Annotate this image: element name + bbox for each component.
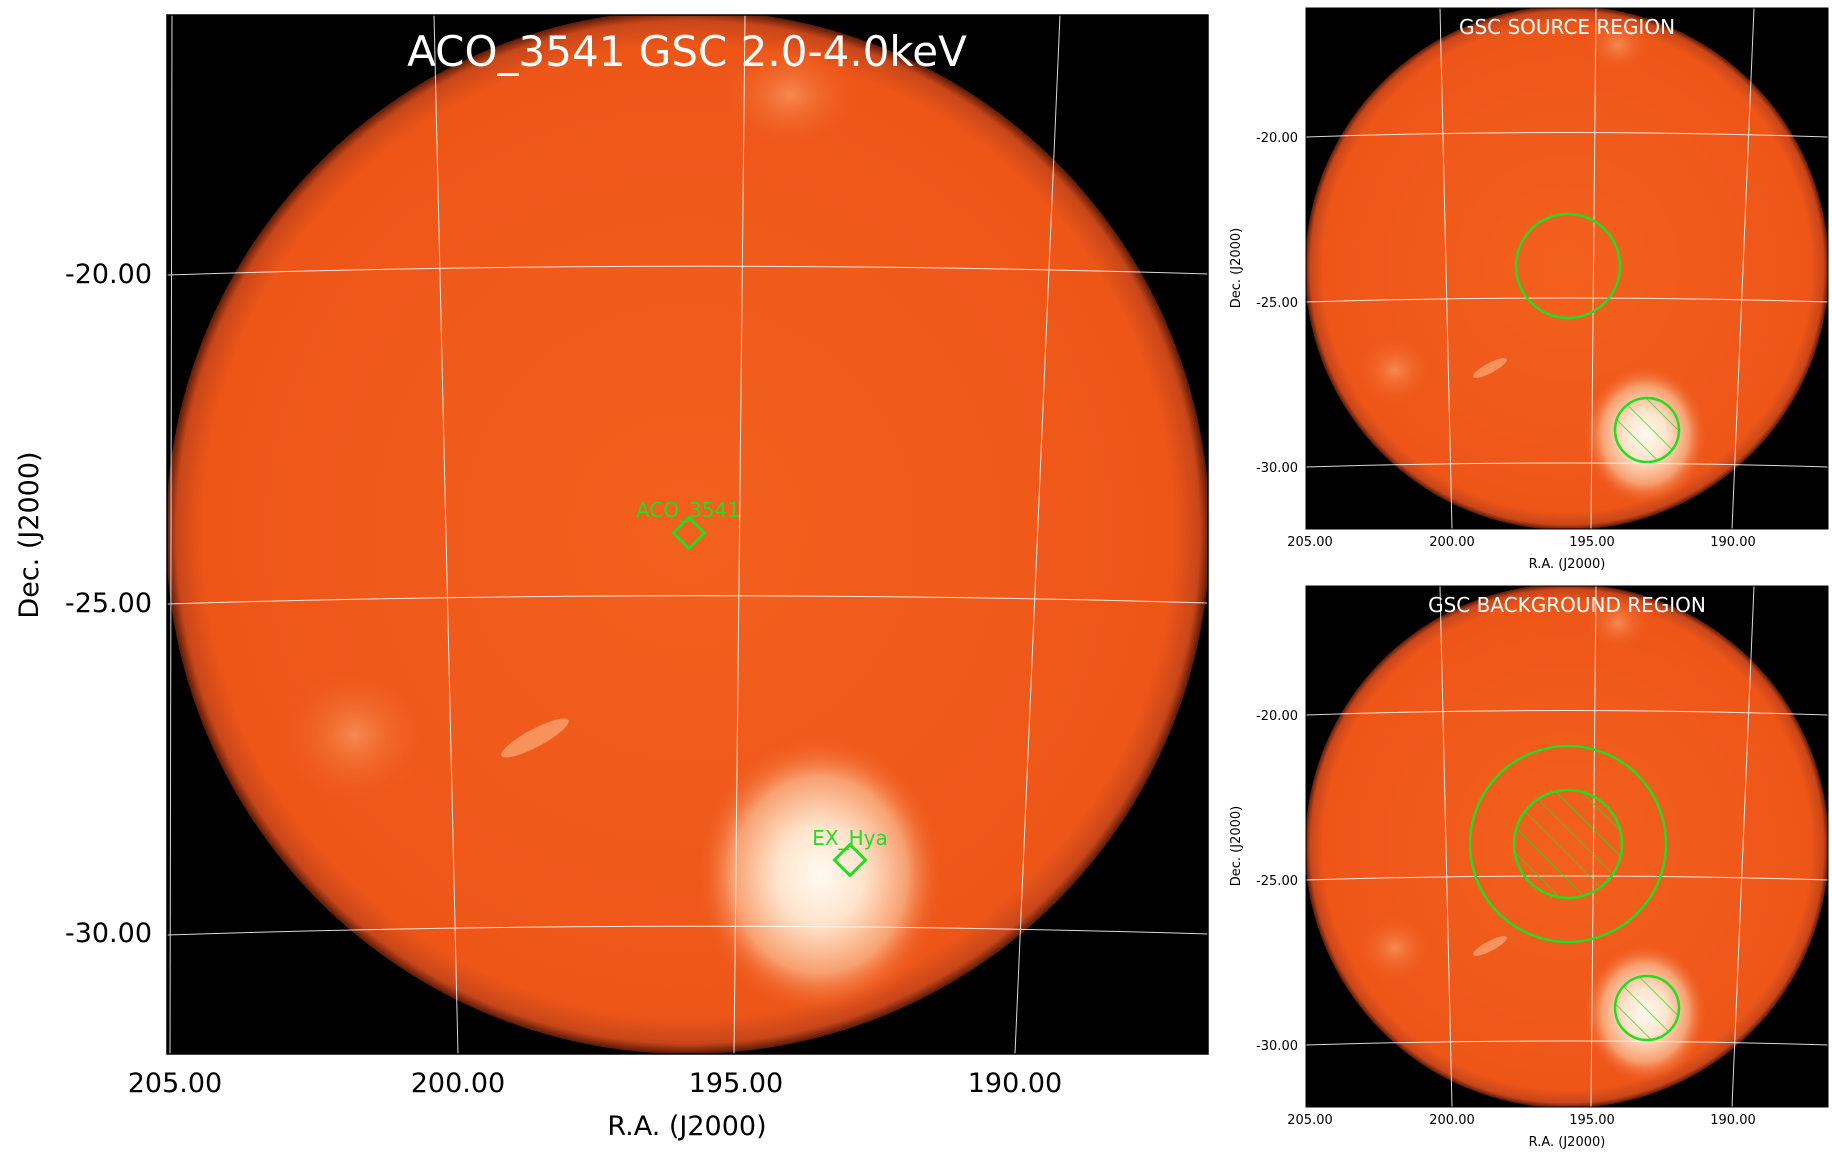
aco3541-marker	[671, 515, 707, 551]
source-title: GSC SOURCE REGION	[1459, 15, 1675, 39]
source-glow-top	[1586, 17, 1650, 73]
background-ytick-20: -20.00	[1256, 709, 1298, 724]
background-xtick-200: 200.00	[1429, 1113, 1475, 1128]
source-grid-ra-195	[1590, 8, 1597, 529]
background-exhya-exclusion-circle	[1613, 974, 1681, 1042]
source-frame	[1305, 7, 1829, 530]
background-exhya-exclusion-hatch	[1615, 976, 1679, 1040]
main-exhya-glow	[695, 735, 945, 1015]
grid-dec-20	[167, 265, 1208, 276]
source-xtick-205: 205.00	[1287, 535, 1333, 550]
grid-dec-25	[167, 595, 1208, 605]
source-glow-left	[1357, 335, 1433, 405]
background-xlabel: R.A. (J2000)	[1529, 1135, 1606, 1150]
source-grid-dec-25	[1306, 297, 1828, 303]
main-ylabel: Dec. (J2000)	[14, 451, 45, 618]
main-frame	[166, 14, 1209, 1055]
background-streak	[1473, 936, 1507, 956]
main-xlabel: R.A. (J2000)	[607, 1111, 766, 1142]
background-annulus-outer	[1468, 744, 1668, 944]
source-coordinate-grid	[1306, 8, 1828, 529]
source-exhya-exclusion-circle	[1613, 396, 1681, 464]
source-ylabel: Dec. (J2000)	[1229, 228, 1244, 308]
source-region-panel: GSC SOURCE REGION -20.00 -25.00 -30.00 2…	[1229, 7, 1829, 572]
source-exhya-exclusion-hatch	[1615, 398, 1679, 462]
main-ytick-20: -20.00	[65, 259, 152, 290]
background-region-panel: GSC BACKGROUND REGION -20.00 -25.00 -30.…	[1229, 585, 1829, 1150]
main-glow-top	[720, 40, 860, 150]
main-image-panel: ACO_3541 EX_Hya ACO_3541 GSC 2.0-4.0keV …	[14, 14, 1209, 1142]
background-glow-left	[1357, 913, 1433, 983]
source-xlabel: R.A. (J2000)	[1529, 557, 1606, 572]
source-xtick-200: 200.00	[1429, 535, 1475, 550]
aco3541-label: ACO_3541	[636, 498, 740, 522]
background-title: GSC BACKGROUND REGION	[1428, 593, 1706, 617]
grid-ra-200	[433, 15, 459, 1054]
grid-ra-205	[169, 15, 173, 1054]
main-title: ACO_3541 GSC 2.0-4.0keV	[407, 27, 967, 76]
background-ytick-30: -30.00	[1256, 1039, 1298, 1054]
exhya-label: EX_Hya	[812, 826, 887, 850]
main-gsc-field	[167, 15, 1208, 1054]
background-grid-dec-30	[1306, 1040, 1828, 1046]
source-xtick-195: 195.00	[1569, 535, 1615, 550]
main-xtick-205: 205.00	[128, 1068, 222, 1099]
background-ylabel: Dec. (J2000)	[1229, 806, 1244, 886]
source-grid-ra-200	[1439, 8, 1453, 529]
background-frame	[1305, 585, 1829, 1108]
source-xtick-190: 190.00	[1710, 535, 1756, 550]
background-xtick-190: 190.00	[1710, 1113, 1756, 1128]
main-ytick-30: -30.00	[65, 918, 152, 949]
grid-dec-30	[167, 925, 1208, 936]
source-region-circle	[1514, 212, 1622, 320]
background-xtick-205: 205.00	[1287, 1113, 1333, 1128]
background-ytick-25: -25.00	[1256, 874, 1298, 889]
grid-ra-195	[733, 15, 746, 1054]
background-annulus-inner	[1512, 788, 1624, 900]
source-ytick-20: -20.00	[1256, 131, 1298, 146]
source-ytick-30: -30.00	[1256, 461, 1298, 476]
main-glow-left	[280, 665, 430, 805]
main-xtick-190: 190.00	[968, 1068, 1062, 1099]
background-xtick-195: 195.00	[1569, 1113, 1615, 1128]
main-coordinate-grid	[167, 15, 1208, 1054]
background-grid-dec-20	[1306, 710, 1828, 716]
background-annulus-inner-hatch	[1514, 790, 1622, 898]
background-grid-ra-190	[1731, 586, 1755, 1107]
source-grid-ra-190	[1731, 8, 1755, 529]
source-grid-dec-20	[1306, 132, 1828, 138]
main-xtick-200: 200.00	[411, 1068, 505, 1099]
main-ytick-25: -25.00	[65, 588, 152, 619]
source-streak	[1473, 358, 1507, 378]
exhya-marker	[832, 842, 868, 878]
source-ytick-25: -25.00	[1256, 296, 1298, 311]
source-grid-dec-30	[1306, 462, 1828, 468]
grid-ra-190	[1014, 15, 1061, 1054]
background-grid-ra-200	[1439, 586, 1453, 1107]
main-streak	[501, 718, 569, 758]
main-xtick-195: 195.00	[689, 1068, 783, 1099]
background-glow-top	[1586, 595, 1650, 651]
